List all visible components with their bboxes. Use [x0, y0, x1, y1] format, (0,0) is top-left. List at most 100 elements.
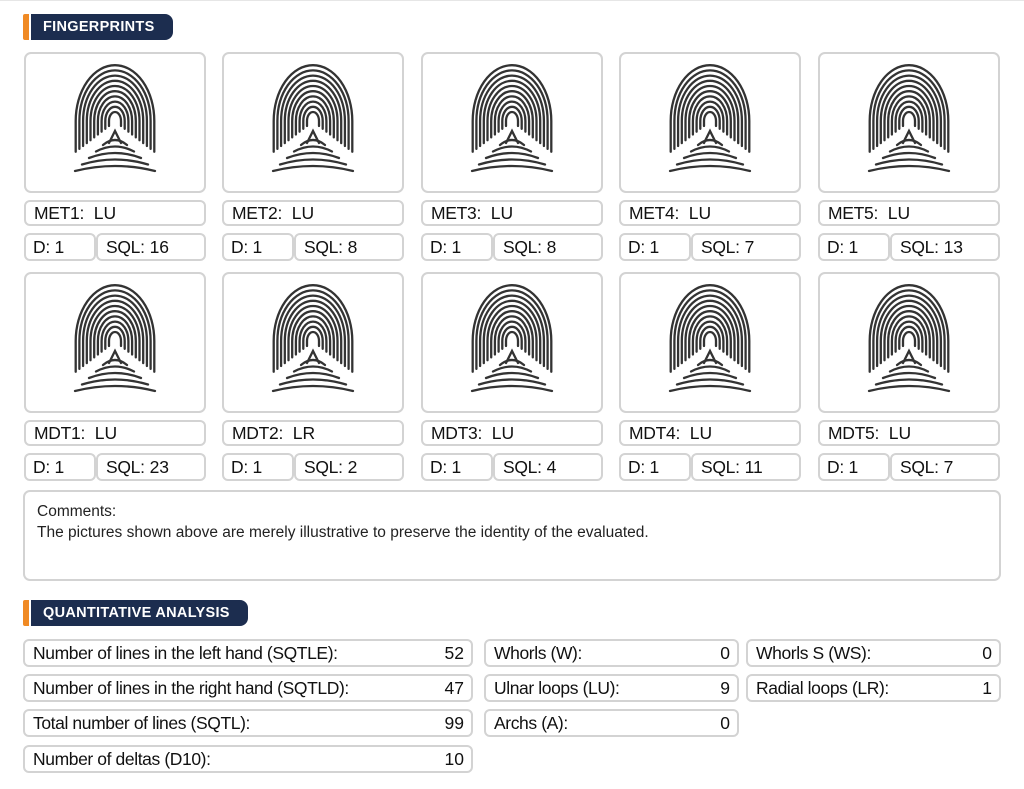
- fingerprint-image-card: [421, 272, 603, 413]
- finger-name: MET1:: [34, 203, 85, 223]
- qa-d10: Number of deltas (D10): 10: [23, 745, 473, 773]
- sql-count-box: SQL: 23: [96, 453, 206, 481]
- section-accent: [23, 600, 29, 626]
- finger-pattern: LU: [94, 423, 118, 443]
- sql-count-box: SQL: 16: [96, 233, 206, 261]
- qa-value: 52: [444, 643, 464, 663]
- qa-value: 0: [720, 643, 730, 663]
- fingerprint-image-card: [619, 272, 801, 413]
- qa-label: Whorls (W):: [494, 643, 582, 663]
- finger-name: MET5:: [828, 203, 879, 223]
- finger-name: MDT2:: [232, 423, 284, 443]
- qa-value: 10: [444, 749, 464, 769]
- fingerprint-image-card: [818, 52, 1000, 193]
- finger-pattern: LU: [491, 423, 515, 443]
- sql-label: SQL:: [900, 237, 939, 257]
- comments-label: Comments:: [37, 503, 117, 520]
- fingerprint-image-card: [222, 272, 404, 413]
- sql-value: 4: [546, 457, 557, 477]
- sql-value: 11: [744, 457, 763, 477]
- delta-count: D: 1: [628, 457, 659, 477]
- sql-label: SQL:: [701, 457, 740, 477]
- fingerprint-image-card: [421, 52, 603, 193]
- sql-label: SQL:: [106, 457, 145, 477]
- sql-value: 7: [943, 457, 954, 477]
- finger-pattern: LR: [292, 423, 316, 443]
- sql-value: 16: [149, 237, 170, 257]
- delta-count-box: D: 1: [421, 453, 493, 481]
- qa-value: 99: [444, 713, 464, 733]
- finger-name-box: MET5: LU: [818, 200, 1000, 226]
- qa-sqtl: Total number of lines (SQTL): 99: [23, 709, 473, 737]
- finger-name: MDT3:: [431, 423, 483, 443]
- sql-label: SQL:: [503, 237, 542, 257]
- finger-name-box: MET4: LU: [619, 200, 801, 226]
- finger-name: MDT5:: [828, 423, 880, 443]
- qa-whorls: Whorls (W): 0: [484, 639, 739, 667]
- finger-name-box: MDT1: LU: [24, 420, 206, 446]
- sql-count-box: SQL: 8: [294, 233, 404, 261]
- finger-name: MDT4:: [629, 423, 681, 443]
- fingerprint-icon: [867, 63, 951, 172]
- fingerprint-icon: [470, 283, 554, 392]
- sql-label: SQL:: [304, 237, 343, 257]
- delta-count: D: 1: [231, 457, 262, 477]
- fingerprint-image-card: [24, 52, 206, 193]
- delta-count-box: D: 1: [818, 233, 890, 261]
- delta-count-box: D: 1: [818, 453, 890, 481]
- qa-label: Radial loops (LR):: [756, 678, 889, 698]
- sql-value: 7: [744, 237, 755, 257]
- fingerprint-image-card: [222, 52, 404, 193]
- qa-label: Ulnar loops (LU):: [494, 678, 620, 698]
- finger-pattern: LU: [689, 423, 713, 443]
- qa-sqtld: Number of lines in the right hand (SQTLD…: [23, 674, 473, 702]
- fingerprint-image-card: [818, 272, 1000, 413]
- delta-count: D: 1: [827, 237, 858, 257]
- sql-value: 8: [546, 237, 557, 257]
- finger-pattern: LU: [93, 203, 117, 223]
- sql-count-box: SQL: 2: [294, 453, 404, 481]
- qa-value: 0: [720, 713, 730, 733]
- delta-count: D: 1: [430, 237, 461, 257]
- finger-pattern: LU: [887, 203, 911, 223]
- qa-value: 47: [444, 678, 464, 698]
- delta-count: D: 1: [430, 457, 461, 477]
- qa-whorls-s: Whorls S (WS): 0: [746, 639, 1001, 667]
- qa-label: Number of deltas (D10):: [33, 749, 211, 769]
- quantitative-title: QUANTITATIVE ANALYSIS: [31, 600, 248, 626]
- delta-count: D: 1: [33, 237, 64, 257]
- qa-label: Whorls S (WS):: [756, 643, 871, 663]
- sql-count-box: SQL: 13: [890, 233, 1000, 261]
- sql-value: 23: [149, 457, 170, 477]
- fingerprint-icon: [73, 283, 157, 392]
- fingerprint-icon: [271, 63, 355, 172]
- sql-count-box: SQL: 11: [691, 453, 801, 481]
- qa-ulnar-loops: Ulnar loops (LU): 9: [484, 674, 739, 702]
- delta-count-box: D: 1: [619, 233, 691, 261]
- finger-pattern: LU: [291, 203, 315, 223]
- sql-label: SQL:: [106, 237, 145, 257]
- sql-count-box: SQL: 7: [691, 233, 801, 261]
- finger-name: MET2:: [232, 203, 283, 223]
- fingerprint-icon: [668, 63, 752, 172]
- fingerprint-icon: [867, 283, 951, 392]
- qa-value: 9: [720, 678, 730, 698]
- finger-name-box: MET2: LU: [222, 200, 404, 226]
- section-accent: [23, 14, 29, 40]
- sql-label: SQL:: [304, 457, 343, 477]
- qa-label: Total number of lines (SQTL):: [33, 713, 250, 733]
- finger-name-box: MDT4: LU: [619, 420, 801, 446]
- sql-value: 8: [347, 237, 358, 257]
- delta-count: D: 1: [628, 237, 659, 257]
- sql-label: SQL:: [503, 457, 542, 477]
- sql-value: 2: [347, 457, 358, 477]
- delta-count-box: D: 1: [24, 453, 96, 481]
- delta-count-box: D: 1: [421, 233, 493, 261]
- fingerprint-icon: [668, 283, 752, 392]
- sql-value: 13: [943, 237, 964, 257]
- delta-count: D: 1: [827, 457, 858, 477]
- fingerprint-icon: [470, 63, 554, 172]
- finger-name: MET4:: [629, 203, 680, 223]
- sql-count-box: SQL: 4: [493, 453, 603, 481]
- qa-label: Number of lines in the right hand (SQTLD…: [33, 678, 349, 698]
